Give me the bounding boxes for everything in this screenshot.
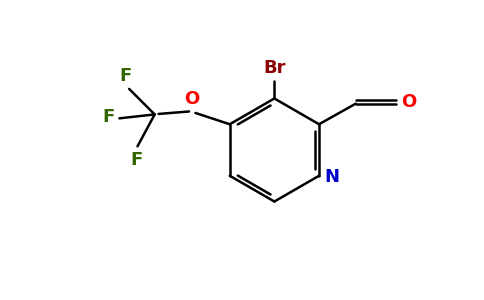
Text: O: O: [401, 93, 416, 111]
Text: Br: Br: [263, 59, 286, 77]
Text: F: F: [119, 67, 131, 85]
Text: O: O: [184, 90, 199, 108]
Text: F: F: [102, 108, 114, 126]
Text: F: F: [130, 151, 143, 169]
Text: N: N: [324, 168, 339, 186]
